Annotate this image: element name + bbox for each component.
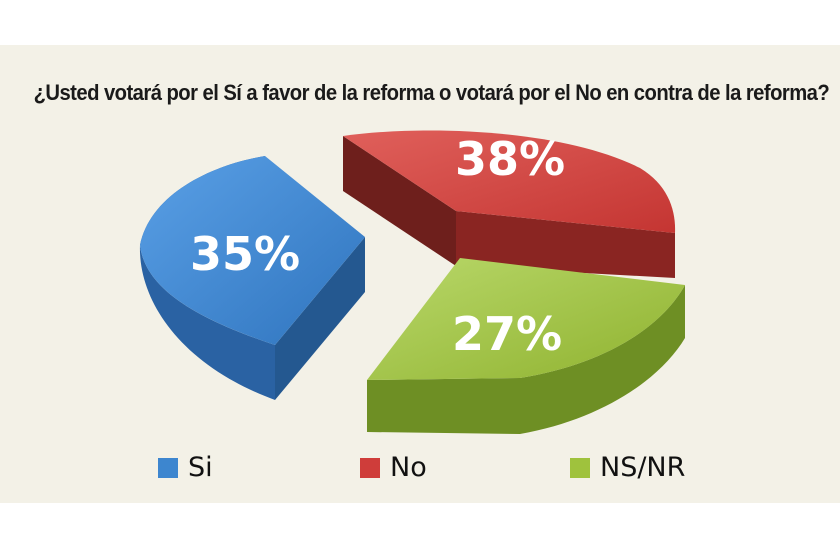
pie-slice-nsnr	[367, 258, 685, 434]
pie-slice-no	[343, 130, 676, 278]
data-label-si: 35%	[190, 227, 300, 281]
chart-title: ¿Usted votará por el Sí a favor de la re…	[33, 80, 830, 105]
legend-swatch-si	[158, 457, 178, 478]
data-label-nsnr: 27%	[452, 307, 562, 361]
legend-item-si: Si	[158, 452, 213, 483]
pie-slice-si	[139, 156, 365, 400]
legend-swatch-no	[360, 457, 380, 478]
legend-label-nsnr: NS/NR	[600, 452, 686, 483]
legend-label-no: No	[390, 452, 427, 483]
legend-swatch-nsnr	[570, 457, 590, 478]
legend: Si No NS/NR	[0, 452, 840, 483]
legend-label-si: Si	[188, 452, 213, 483]
data-label-no: 38%	[455, 132, 565, 186]
legend-item-nsnr: NS/NR	[570, 452, 685, 483]
legend-item-no: No	[360, 452, 427, 483]
